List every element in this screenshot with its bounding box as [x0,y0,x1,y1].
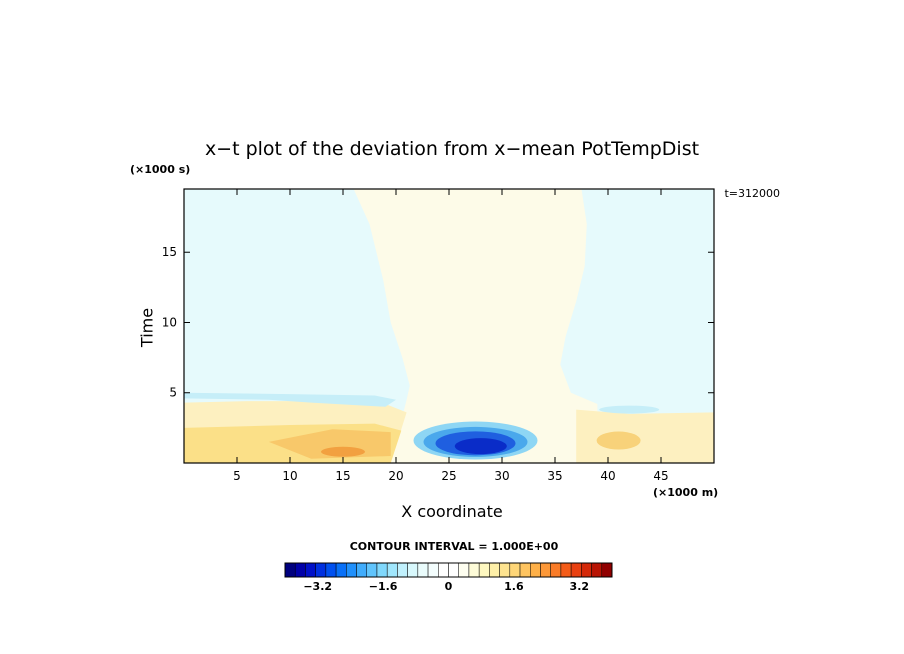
colorbar-swatch [376,562,388,578]
colorbar-swatch [601,562,613,578]
colorbar-swatch [560,562,572,578]
y-tick-label: 10 [162,315,177,329]
colorbar-swatch [417,562,429,578]
cool-ribbon-right [599,405,660,414]
colorbar-tick-label: −1.6 [369,580,398,593]
contour-interval-label: CONTOUR INTERVAL = 1.000E+00 [349,540,559,553]
colorbar-swatch [519,562,531,578]
hot-spot-left [321,446,365,457]
chart-title: x−t plot of the deviation from x−mean Po… [204,138,700,160]
colorbar-swatch [356,562,367,578]
colorbar-frame [284,562,613,578]
colorbar-swatch [386,562,398,578]
x-tick-label: 10 [282,469,297,483]
colorbar-swatch [499,562,511,578]
x-axis-label: X coordinate [401,502,503,521]
colorbar-swatch [407,562,419,578]
colorbar-swatch [489,562,500,578]
x-tick-label: 20 [388,469,403,483]
colorbar-swatch [294,562,306,578]
colorbar-swatch [478,562,490,578]
colorbar-tick-label: 0 [445,580,453,593]
lower-band-right [576,409,714,463]
colorbar-tick-label: 3.2 [570,580,590,593]
colorbar-tick-label: −3.2 [303,580,332,593]
x-tick-label: 15 [335,469,350,483]
colorbar-swatch [305,562,316,578]
colorbar-swatch [570,562,582,578]
cool-ribbon [184,392,396,407]
x-tick-label: 5 [233,469,241,483]
warm-plume-region [353,189,598,463]
colorbar-swatch [346,562,357,578]
x-tick-label: 30 [494,469,509,483]
colorbar-swatch [325,562,337,578]
colorbar-swatch [581,562,592,578]
x-tick-label: 25 [441,469,456,483]
colorbar-swatch [427,562,439,578]
colorbar-swatch [540,562,551,578]
colorbar-swatch [315,562,327,578]
cold-pool-core [454,438,507,455]
colorbar-tick-label: 1.6 [504,580,524,593]
colorbar-swatch [550,562,562,578]
colorbar-swatch [366,562,378,578]
colorbar-swatch [397,562,408,578]
warm-spot-right [596,431,641,450]
x-multiplier: (×1000 m) [653,486,719,499]
colorbar-swatch [335,562,347,578]
x-tick-label: 45 [653,469,668,483]
x-tick-label: 35 [547,469,562,483]
colorbar-swatch [591,562,603,578]
y-tick-label: 5 [169,386,177,400]
x-tick-label: 40 [600,469,615,483]
colorbar-swatch [284,562,296,578]
colorbar-swatch [468,562,480,578]
colorbar-swatch [509,562,521,578]
colorbar-swatch [458,562,470,578]
colorbar-swatch [530,562,541,578]
y-multiplier: (×1000 s) [130,163,191,176]
time-stamp-label: t=312000 [724,187,780,200]
y-tick-label: 15 [162,245,177,259]
colorbar: −3.2 −1.6 0 1.6 3.2 [284,562,613,593]
colorbar-swatch [448,562,459,578]
colorbar-swatch [438,562,449,578]
